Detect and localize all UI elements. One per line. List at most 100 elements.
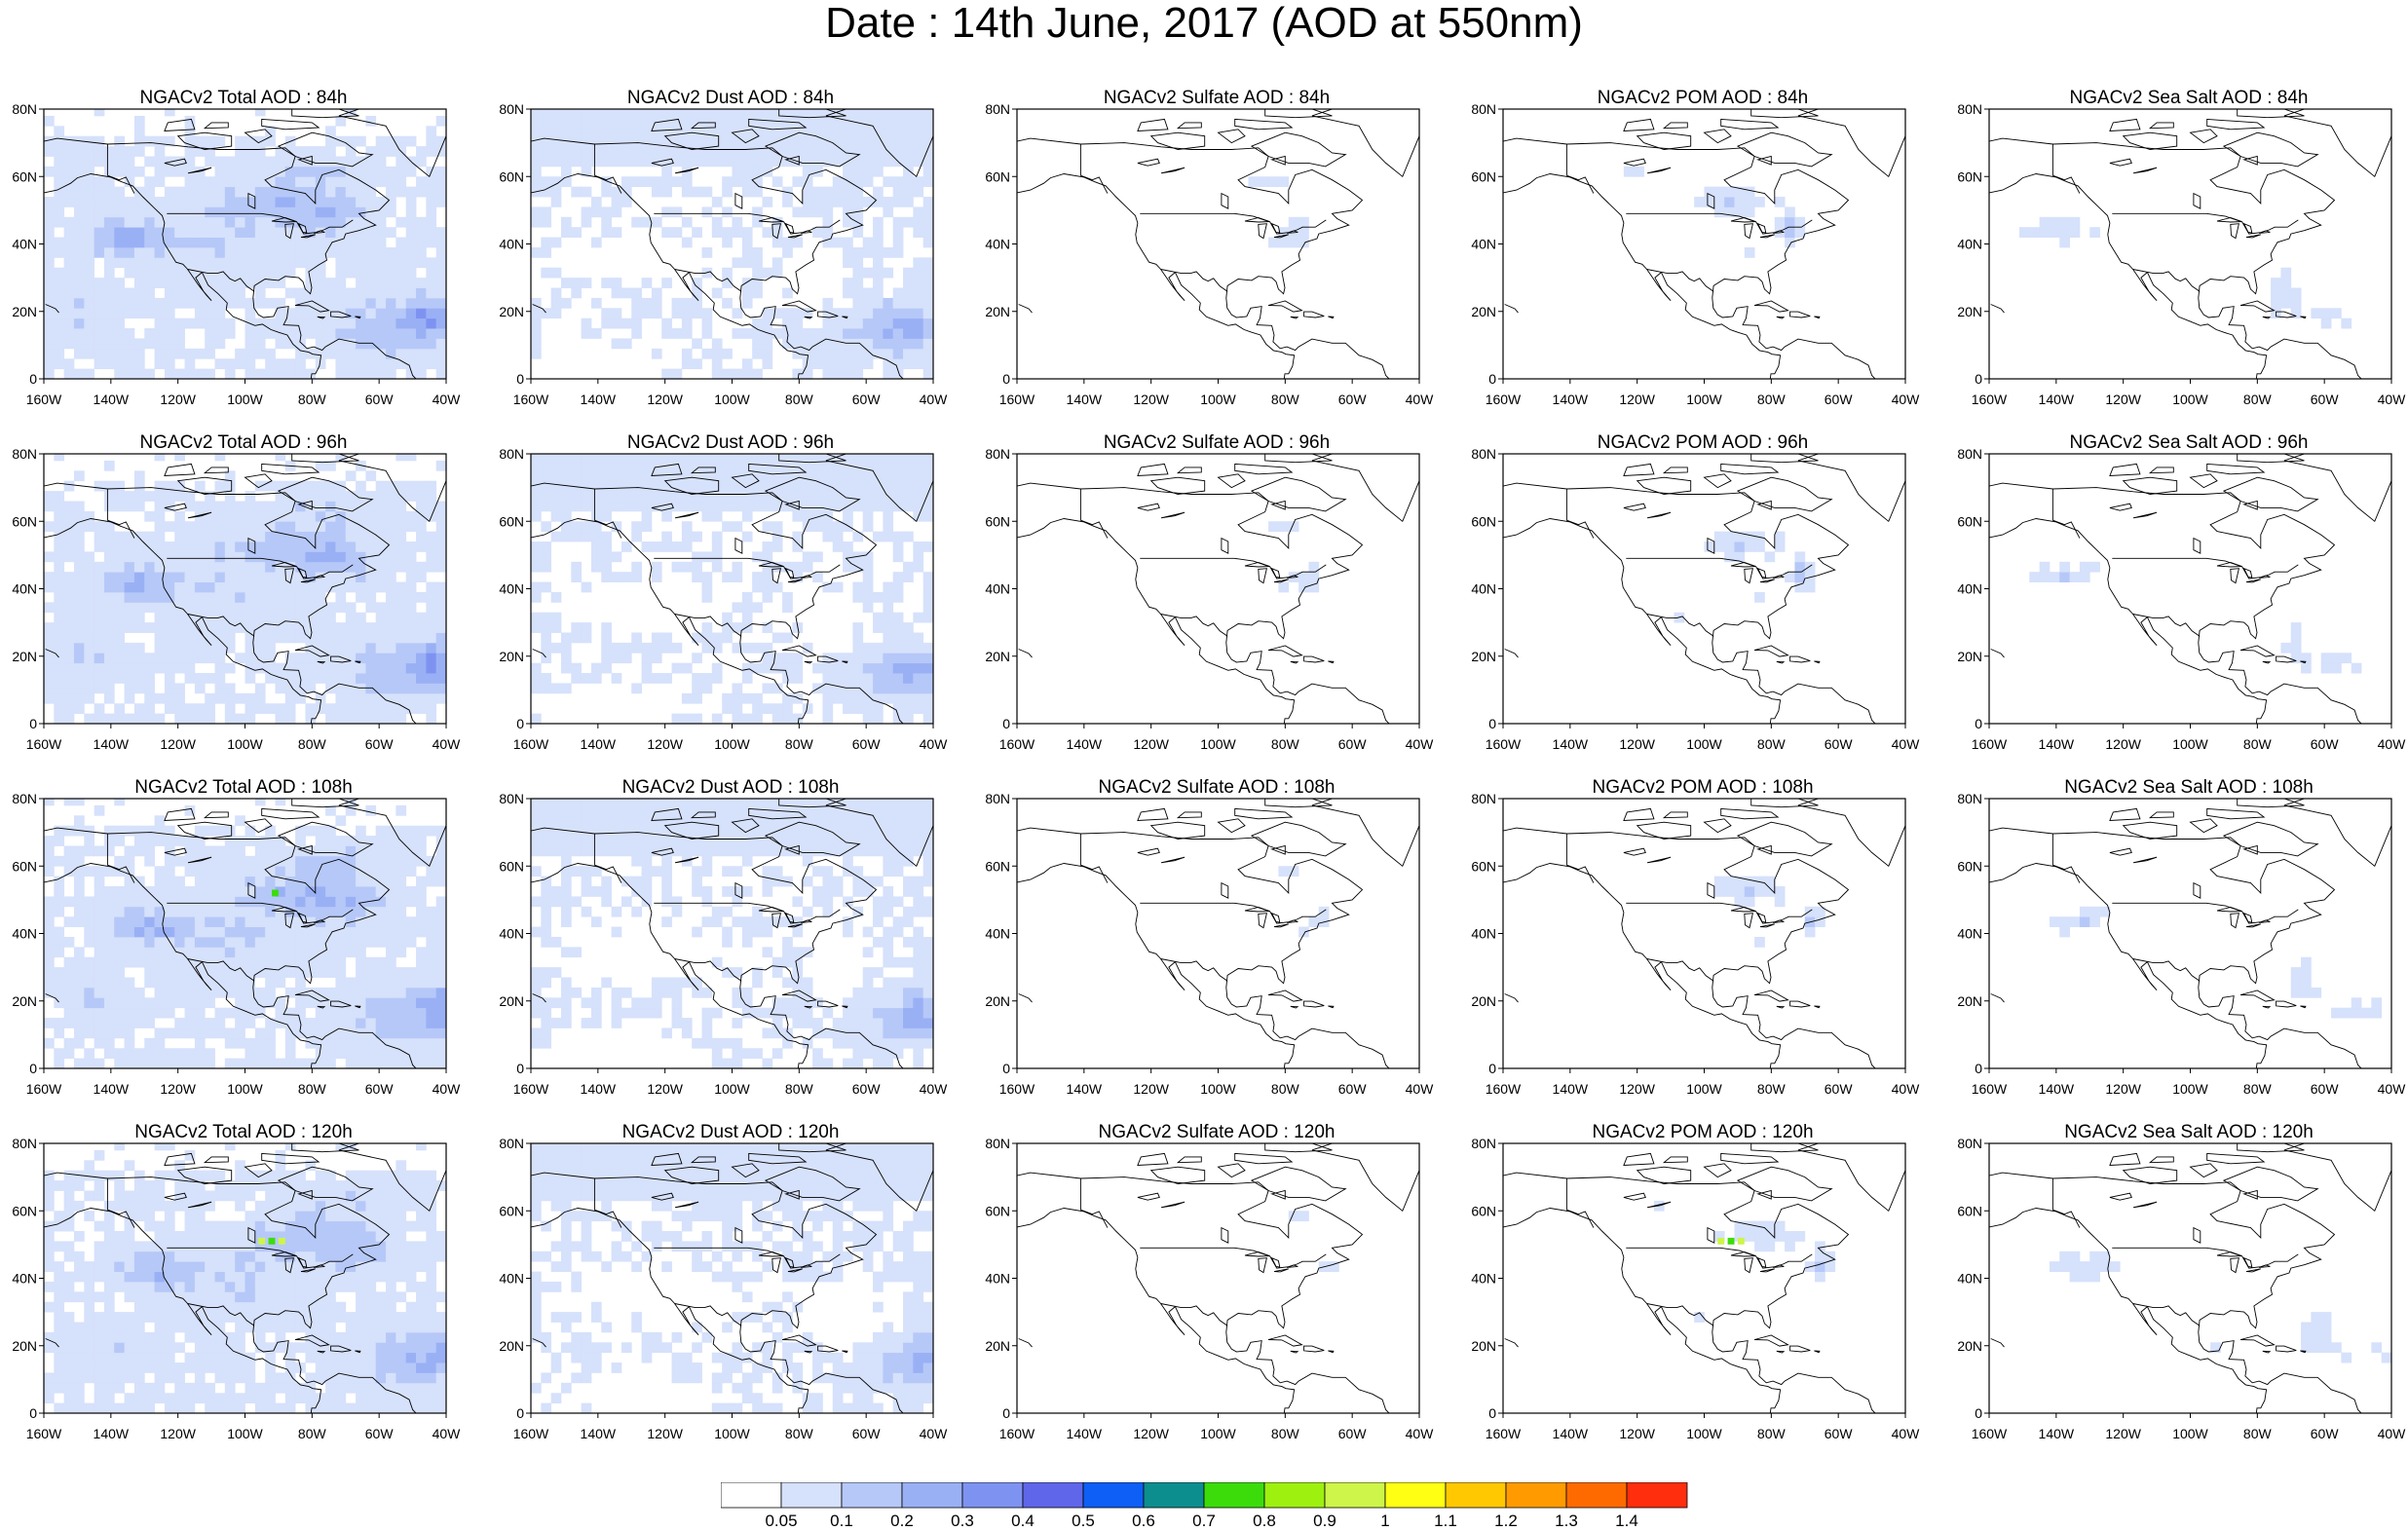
map-content — [1503, 454, 1905, 724]
aod-cell — [386, 227, 396, 238]
coastline — [531, 173, 809, 379]
aod-cell — [903, 653, 914, 664]
aod-cell — [722, 612, 733, 623]
aod-cell — [365, 501, 377, 512]
aod-cell — [701, 146, 713, 157]
aod-cell — [611, 799, 622, 806]
aod-cell — [164, 348, 175, 359]
aod-cell — [245, 176, 256, 188]
aod-cell — [581, 454, 592, 462]
aod-cell — [802, 491, 813, 502]
aod-cell — [124, 866, 135, 878]
lat-tick-label: 20N — [499, 649, 524, 664]
aod-cell — [631, 561, 642, 573]
aod-cell — [254, 612, 266, 623]
aod-field — [531, 454, 933, 724]
aod-cell — [590, 799, 602, 806]
aod-cell — [254, 297, 266, 309]
panel-title: NGACv2 Dust AOD : 96h — [626, 432, 835, 453]
aod-cell — [426, 176, 437, 188]
arctic-island — [1264, 109, 1333, 119]
aod-cell — [792, 348, 804, 359]
lake-outline — [300, 923, 316, 928]
aod-cell — [531, 713, 542, 724]
aod-cell — [571, 896, 583, 908]
aod-cell — [590, 491, 602, 502]
aod-cell — [416, 886, 427, 897]
aod-cell — [345, 368, 357, 379]
aod-cell — [531, 683, 542, 694]
aod-cell — [315, 197, 326, 207]
aod-cell — [275, 845, 286, 857]
aod-cell — [174, 987, 185, 998]
aod-cell — [843, 561, 853, 573]
aod-cell — [903, 109, 914, 117]
aod-cell — [531, 836, 542, 846]
aod-cell — [295, 825, 306, 837]
aod-cell — [356, 257, 366, 269]
aod-cell — [913, 612, 924, 623]
aod-cell — [862, 683, 874, 694]
aod-cell — [284, 653, 296, 664]
aod-cell — [435, 297, 446, 309]
aod-cell — [154, 997, 166, 1009]
aod-cell — [832, 176, 844, 188]
aod-cell — [395, 328, 407, 339]
aod-cell — [315, 947, 326, 958]
aod-cell — [395, 1027, 407, 1039]
aod-cell — [822, 109, 834, 117]
aod-cell — [54, 531, 65, 542]
aod-cell — [832, 358, 844, 370]
aod-cell — [541, 267, 552, 279]
aod-cell — [843, 703, 853, 715]
aod-cell — [284, 612, 296, 623]
aod-cell — [395, 1018, 407, 1028]
aod-cell — [335, 886, 347, 897]
aod-cell — [124, 906, 135, 917]
aod-cell — [144, 916, 155, 927]
aod-cell — [621, 287, 632, 299]
aod-cell — [741, 166, 753, 177]
aod-cell — [265, 480, 276, 492]
aod-cell — [335, 1007, 347, 1019]
aod-cell — [245, 987, 256, 998]
aod-cell — [305, 591, 317, 603]
aod-cell — [275, 267, 286, 279]
lake-outline — [2258, 230, 2271, 234]
aod-cell — [235, 246, 245, 258]
aod-cell — [812, 662, 823, 674]
aod-cell — [771, 866, 783, 878]
aod-cell — [1794, 551, 1806, 563]
aod-cell — [44, 855, 55, 867]
aod-cell — [590, 916, 602, 927]
arctic-island — [277, 476, 374, 512]
aod-cell — [265, 521, 276, 533]
aod-cell — [214, 896, 226, 908]
aod-cell — [922, 348, 933, 359]
aod-cell — [84, 297, 95, 309]
aod-cell — [356, 227, 366, 238]
us-mexico-border — [1646, 614, 1714, 637]
aod-cell — [205, 591, 215, 603]
aod-cell — [375, 622, 387, 633]
aod-cell — [762, 109, 773, 117]
lake-outline — [313, 230, 325, 234]
aod-cell — [531, 997, 542, 1009]
aod-cell — [711, 1058, 723, 1068]
aod-cell — [154, 612, 166, 623]
aod-cell — [275, 338, 286, 350]
aod-cell — [84, 612, 95, 623]
lake-outline — [164, 847, 187, 856]
aod-cell — [651, 977, 662, 989]
aod-cell — [375, 551, 387, 563]
lon-tick-label: 140W — [94, 736, 130, 752]
aod-cell — [94, 531, 105, 542]
aod-cell — [822, 653, 834, 664]
aod-cell — [325, 572, 336, 582]
aod-cell — [284, 1018, 296, 1028]
aod-cell — [73, 967, 85, 978]
aod-cell — [114, 662, 125, 674]
aod-cell — [84, 227, 95, 238]
aod-cell — [681, 454, 693, 462]
aod-cell — [315, 278, 326, 288]
